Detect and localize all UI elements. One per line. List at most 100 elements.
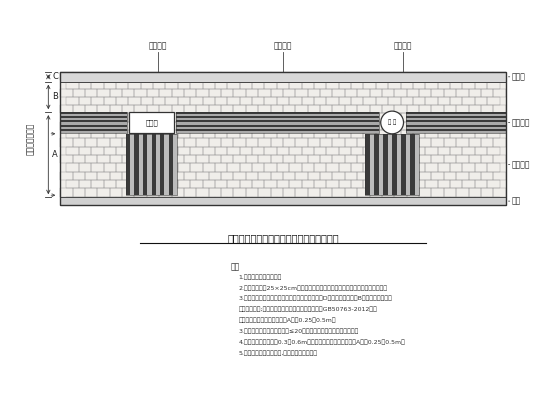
Bar bbox=[475, 97, 487, 105]
Bar bbox=[351, 147, 363, 155]
Bar bbox=[432, 122, 444, 130]
Bar bbox=[134, 72, 147, 80]
Bar bbox=[221, 139, 234, 147]
Bar bbox=[345, 172, 357, 180]
Bar bbox=[60, 112, 127, 114]
Bar bbox=[283, 122, 295, 130]
Bar bbox=[456, 139, 469, 147]
Bar bbox=[357, 89, 370, 97]
Bar bbox=[277, 180, 289, 189]
Bar bbox=[258, 139, 270, 147]
Bar bbox=[463, 147, 475, 155]
Bar bbox=[413, 180, 425, 189]
Bar bbox=[379, 134, 383, 195]
Bar bbox=[289, 197, 301, 205]
Bar bbox=[333, 72, 345, 80]
Bar bbox=[394, 72, 407, 80]
Bar bbox=[469, 89, 481, 97]
Bar bbox=[67, 163, 79, 172]
Bar bbox=[301, 163, 314, 172]
Bar bbox=[438, 80, 450, 89]
Bar bbox=[197, 72, 209, 80]
Bar bbox=[60, 189, 73, 197]
Bar bbox=[481, 89, 493, 97]
Bar bbox=[382, 155, 394, 163]
Bar bbox=[320, 189, 333, 197]
Bar bbox=[388, 134, 392, 195]
Bar bbox=[326, 97, 339, 105]
Bar bbox=[283, 72, 295, 80]
Bar bbox=[376, 197, 388, 205]
Bar bbox=[264, 197, 277, 205]
Bar bbox=[326, 180, 339, 189]
Bar bbox=[444, 139, 456, 147]
Bar bbox=[221, 189, 234, 197]
Bar bbox=[301, 180, 314, 189]
Bar bbox=[165, 197, 178, 205]
Bar bbox=[326, 80, 339, 89]
Bar bbox=[60, 129, 127, 131]
Bar bbox=[110, 105, 122, 113]
Bar bbox=[178, 163, 190, 172]
Text: 警示盲道: 警示盲道 bbox=[512, 160, 530, 169]
Bar bbox=[91, 80, 104, 89]
Bar bbox=[425, 97, 438, 105]
Bar bbox=[444, 122, 456, 130]
Bar bbox=[203, 113, 215, 122]
Bar bbox=[171, 189, 184, 197]
Bar bbox=[141, 197, 153, 205]
Bar bbox=[178, 130, 190, 139]
Bar bbox=[252, 80, 264, 89]
Bar bbox=[97, 72, 110, 80]
Bar bbox=[264, 147, 277, 155]
Bar bbox=[97, 89, 110, 97]
Bar bbox=[85, 155, 97, 163]
Bar bbox=[283, 139, 295, 147]
Bar bbox=[357, 72, 370, 80]
Bar bbox=[370, 189, 382, 197]
Bar bbox=[176, 131, 379, 133]
Bar bbox=[289, 113, 301, 122]
Bar bbox=[314, 163, 326, 172]
Bar bbox=[203, 163, 215, 172]
Text: A: A bbox=[52, 150, 58, 159]
Bar bbox=[67, 113, 79, 122]
Bar bbox=[73, 89, 85, 97]
Bar bbox=[456, 172, 469, 180]
Bar bbox=[475, 197, 487, 205]
Bar bbox=[363, 113, 376, 122]
Bar bbox=[227, 163, 240, 172]
Bar bbox=[171, 139, 184, 147]
Bar bbox=[264, 80, 277, 89]
Bar bbox=[493, 105, 506, 113]
Bar bbox=[60, 123, 127, 125]
Bar bbox=[153, 97, 165, 105]
Bar bbox=[438, 97, 450, 105]
Bar bbox=[79, 97, 91, 105]
Bar bbox=[326, 197, 339, 205]
Bar bbox=[314, 147, 326, 155]
Bar bbox=[91, 147, 104, 155]
Bar bbox=[134, 155, 147, 163]
Bar bbox=[481, 105, 493, 113]
Bar bbox=[339, 147, 351, 155]
Bar bbox=[116, 97, 128, 105]
Bar bbox=[456, 189, 469, 197]
Bar bbox=[153, 130, 165, 139]
Bar bbox=[73, 105, 85, 113]
Bar bbox=[289, 130, 301, 139]
Bar bbox=[481, 139, 493, 147]
Bar bbox=[176, 125, 379, 126]
Bar bbox=[171, 122, 184, 130]
Bar bbox=[326, 163, 339, 172]
Bar bbox=[450, 130, 463, 139]
Bar bbox=[97, 172, 110, 180]
Bar bbox=[221, 89, 234, 97]
Bar bbox=[173, 134, 177, 195]
Bar bbox=[141, 147, 153, 155]
Bar bbox=[469, 105, 481, 113]
Bar bbox=[345, 89, 357, 97]
Bar bbox=[209, 189, 221, 197]
Bar bbox=[215, 147, 227, 155]
Bar bbox=[407, 105, 419, 113]
